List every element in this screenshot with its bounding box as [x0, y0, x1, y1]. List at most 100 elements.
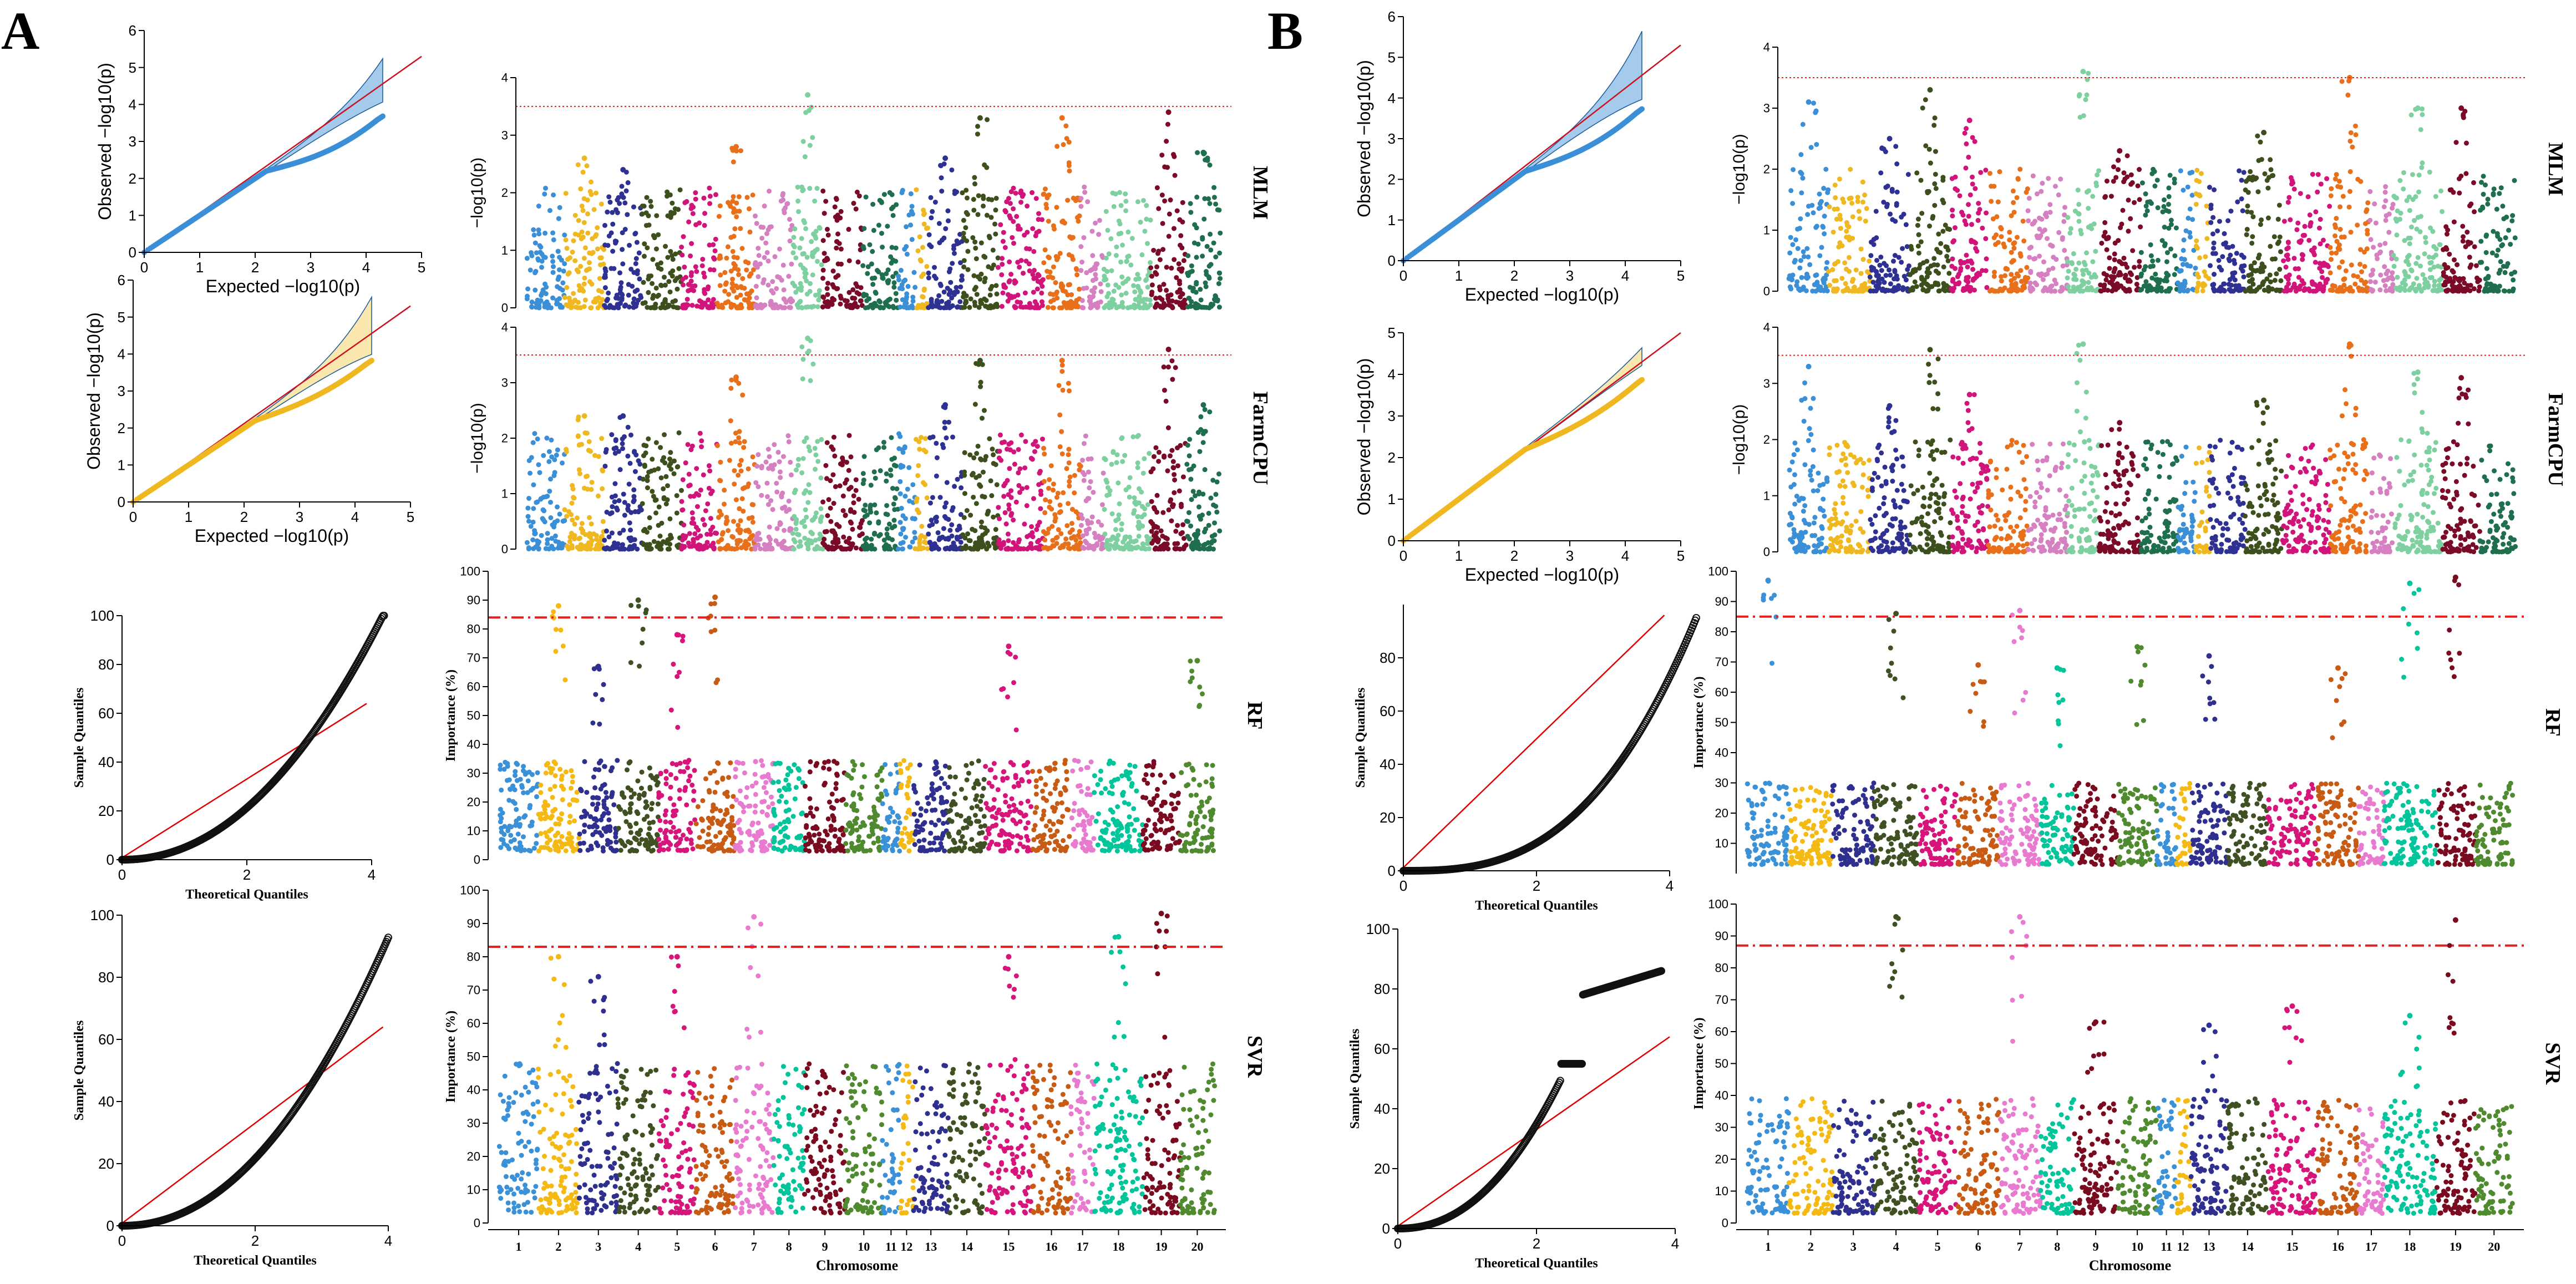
snp-point: [1189, 466, 1194, 472]
snp-top-point: [733, 144, 739, 150]
snp-point: [731, 288, 737, 294]
snp-point: [1034, 230, 1039, 235]
snp-point: [831, 297, 837, 302]
snp-point: [889, 260, 894, 266]
snp-point: [991, 452, 996, 458]
snp-point: [562, 295, 567, 300]
snp-point: [922, 539, 927, 545]
row-label: MLM: [1249, 166, 1272, 220]
snp-point: [644, 195, 650, 200]
snp-point: [906, 465, 912, 470]
snp-point: [505, 761, 510, 767]
snp-point: [871, 227, 876, 233]
snp-point: [1054, 495, 1059, 500]
snp-peak-point: [942, 425, 947, 431]
snp-point: [667, 192, 673, 197]
snp-point: [782, 504, 788, 510]
snp-point: [697, 430, 703, 436]
snp-point: [606, 817, 612, 823]
snp-point: [498, 819, 503, 825]
snp-point: [556, 816, 562, 821]
snp-top-point: [733, 374, 739, 380]
snp-point: [786, 498, 792, 504]
snp-point: [1148, 217, 1153, 223]
snp-point: [932, 199, 938, 205]
snp-point: [768, 224, 774, 230]
snp-point: [564, 514, 569, 519]
snp-point: [590, 250, 596, 255]
snp-point: [960, 545, 965, 551]
snp-point: [1098, 289, 1104, 295]
snp-point: [840, 546, 845, 552]
snp-point: [898, 531, 904, 537]
y-tick-label: 0: [129, 244, 136, 261]
snp-point: [1135, 272, 1140, 277]
qq-point: [369, 358, 374, 364]
snp-point: [672, 298, 678, 303]
snp-point: [1151, 505, 1157, 510]
snp-point: [891, 501, 896, 507]
snp-point: [1112, 302, 1117, 307]
snp-point: [856, 496, 861, 502]
snp-point: [962, 450, 967, 455]
snp-point: [541, 254, 546, 260]
snp-point: [860, 481, 866, 486]
snp-peak-point: [1170, 377, 1175, 382]
snp-point: [738, 458, 744, 463]
snp-point: [1047, 499, 1053, 504]
snp-point: [795, 463, 801, 468]
snp-point: [959, 273, 965, 278]
snp-point: [1025, 204, 1030, 209]
snp-point: [668, 215, 673, 220]
snp-point: [540, 288, 546, 294]
snp-point: [694, 466, 699, 471]
snp-point: [665, 255, 671, 260]
snp-point: [1011, 219, 1016, 224]
snp-point: [962, 469, 967, 475]
snp-point: [788, 472, 794, 478]
snp-point: [957, 299, 963, 304]
snp-point: [1029, 524, 1035, 529]
snp-point: [788, 526, 794, 532]
snp-point: [626, 507, 631, 513]
snp-point: [498, 762, 503, 768]
snp-point: [792, 283, 798, 288]
snp-point: [617, 270, 623, 276]
snp-point: [767, 524, 772, 530]
snp-point: [1109, 461, 1114, 467]
snp-point: [512, 787, 518, 793]
snp-point: [728, 235, 734, 240]
snp-point: [628, 527, 633, 533]
snp-point: [555, 284, 560, 290]
snp-point: [958, 260, 964, 266]
snp-point: [569, 835, 574, 840]
snp-point: [1084, 270, 1089, 276]
snp-point: [688, 447, 694, 453]
snp-point: [694, 268, 699, 274]
snp-point: [604, 298, 610, 303]
snp-peak-point: [584, 163, 590, 169]
snp-point: [552, 533, 558, 539]
snp-point: [665, 483, 670, 489]
snp-point: [865, 271, 870, 276]
snp-point: [912, 535, 918, 541]
snp-point: [591, 774, 596, 780]
snp-point: [867, 520, 873, 526]
snp-point: [631, 449, 637, 455]
snp-point: [830, 529, 835, 534]
snp-point: [581, 220, 587, 225]
snp-point: [597, 276, 602, 281]
snp-point: [820, 267, 826, 273]
snp-peak-point: [1202, 196, 1208, 201]
snp-point: [642, 526, 648, 532]
snp-point: [744, 195, 750, 200]
snp-point: [686, 471, 692, 477]
snp-point: [1038, 488, 1043, 494]
snp-point: [774, 526, 780, 531]
snp-point: [578, 786, 584, 792]
snp-point: [557, 511, 562, 517]
snp-point: [764, 494, 770, 499]
snp-peak-point: [585, 211, 590, 217]
snp-point: [683, 275, 688, 280]
snp-peak-point: [800, 376, 805, 382]
